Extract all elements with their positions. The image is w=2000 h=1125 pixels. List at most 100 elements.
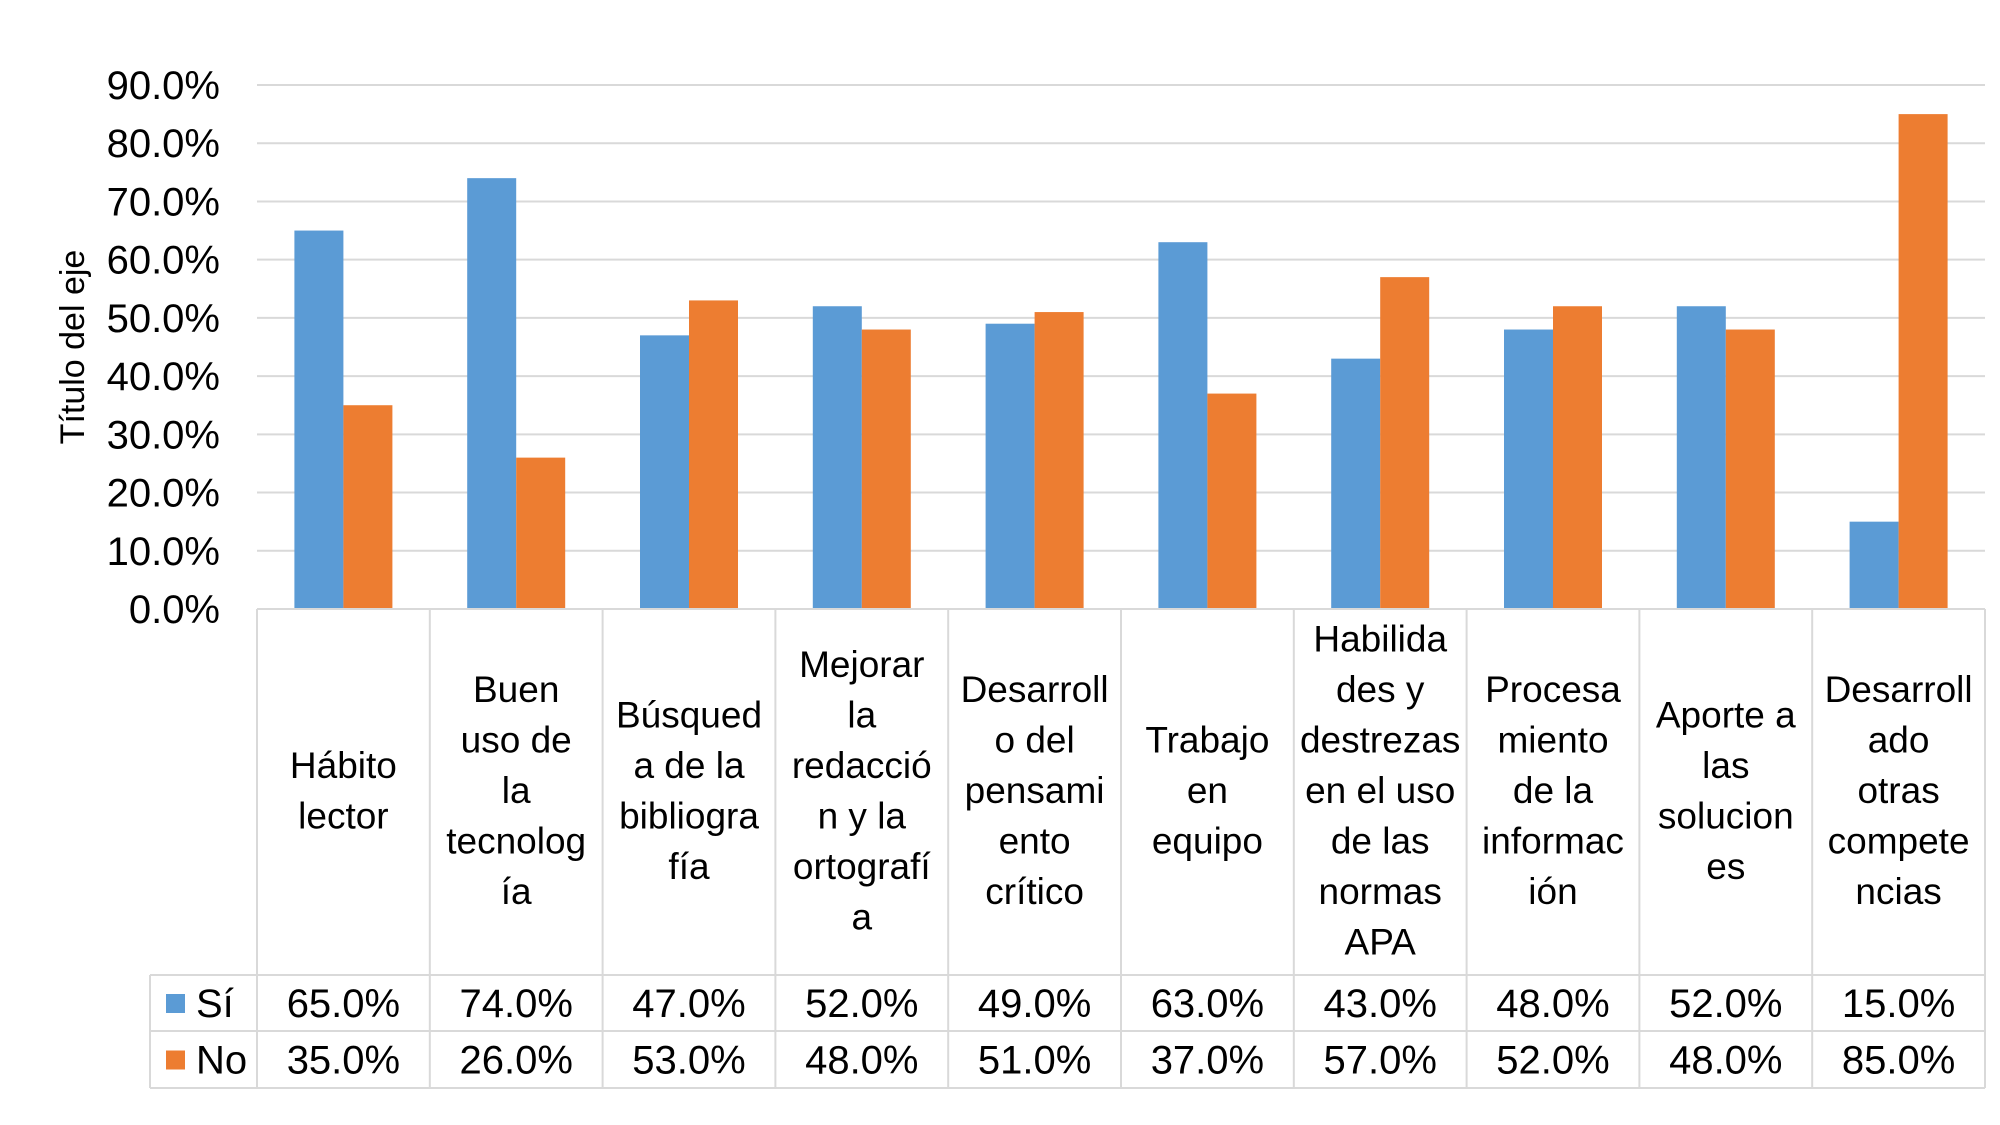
category-label: miento: [1497, 720, 1608, 761]
category-label: ión: [1528, 871, 1577, 912]
category-label: de las: [1331, 821, 1430, 862]
table-value-si: 48.0%: [1496, 982, 1609, 1026]
category-label: a: [852, 896, 873, 937]
bar-no: [1207, 393, 1257, 609]
bar-si: [640, 335, 689, 609]
table-value-si: 52.0%: [1669, 982, 1782, 1026]
table-value-si: 47.0%: [632, 982, 745, 1026]
category-label: es: [1706, 846, 1745, 887]
table-value-no: 51.0%: [978, 1039, 1091, 1083]
y-tick-label: 40.0%: [107, 355, 220, 399]
category-label: Desarroll: [1825, 669, 1973, 710]
category-label: Desarroll: [961, 669, 1109, 710]
y-tick-label: 60.0%: [107, 239, 220, 283]
bar-si: [294, 230, 344, 610]
category-label: ía: [501, 871, 532, 912]
category-label: compete: [1828, 821, 1970, 862]
category-label: Hábito: [290, 745, 397, 786]
category-label: Aporte a: [1656, 694, 1796, 735]
category-label: Buen: [473, 669, 559, 710]
y-tick-label: 20.0%: [107, 472, 220, 516]
table-value-no: 26.0%: [459, 1039, 572, 1083]
category-label: Búsqued: [616, 694, 762, 735]
category-label: en: [1187, 770, 1228, 811]
bar-si: [467, 178, 517, 609]
bar-si: [985, 323, 1035, 609]
category-label: a de la: [633, 745, 745, 786]
table-value-si: 63.0%: [1151, 982, 1264, 1026]
category-label: Procesa: [1485, 669, 1621, 710]
category-label: ortografí: [793, 846, 932, 887]
table-value-no: 48.0%: [805, 1039, 918, 1083]
legend-swatch-no: [166, 1050, 185, 1070]
bar-si: [1849, 521, 1899, 609]
legend-swatch-si: [166, 994, 185, 1013]
bar-si: [1676, 306, 1726, 609]
bar-no: [1380, 277, 1430, 609]
bar-no: [343, 405, 393, 609]
y-tick-label: 70.0%: [107, 180, 220, 224]
category-label: otras: [1857, 770, 1939, 811]
table-value-si: 52.0%: [805, 982, 918, 1026]
table-value-si: 74.0%: [459, 982, 572, 1026]
bar-si: [1504, 329, 1553, 609]
bar-no: [1034, 312, 1084, 609]
bar-no: [1725, 329, 1775, 609]
category-label: normas: [1319, 871, 1442, 912]
category-label: solucion: [1658, 795, 1794, 836]
legend-label-si: Sí: [196, 982, 234, 1026]
y-tick-label: 10.0%: [107, 530, 220, 574]
table-value-no: 48.0%: [1669, 1039, 1782, 1083]
category-label: pensami: [965, 770, 1105, 811]
category-label: la: [847, 694, 876, 735]
bar-no: [516, 457, 566, 609]
category-label: ncias: [1855, 871, 1941, 912]
category-label: bibliogra: [619, 795, 759, 836]
category-label: equipo: [1152, 821, 1263, 862]
category-label: la: [502, 770, 531, 811]
category-label: Trabajo: [1145, 720, 1269, 761]
legend-label-no: No: [196, 1039, 247, 1083]
y-tick-label: 0.0%: [129, 588, 220, 632]
category-label: crítico: [985, 871, 1084, 912]
table-value-no: 37.0%: [1151, 1039, 1264, 1083]
table-value-no: 52.0%: [1496, 1039, 1609, 1083]
table-value-no: 57.0%: [1323, 1039, 1436, 1083]
bar-si: [812, 306, 862, 609]
category-label: en el uso: [1305, 770, 1455, 811]
y-axis-title: Título del eje: [54, 250, 92, 445]
bar-si: [1158, 242, 1208, 609]
category-label: de la: [1513, 770, 1594, 811]
table-value-si: 49.0%: [978, 982, 1091, 1026]
category-label: o del: [994, 720, 1074, 761]
category-label: lector: [298, 795, 388, 836]
category-label: Habilida: [1313, 619, 1447, 660]
category-label: ado: [1868, 720, 1930, 761]
category-label: Mejorar: [799, 644, 924, 685]
y-tick-label: 30.0%: [107, 413, 220, 457]
category-label: n y la: [818, 795, 907, 836]
category-label: fía: [668, 846, 710, 887]
category-label: ento: [999, 821, 1071, 862]
table-value-si: 43.0%: [1323, 982, 1436, 1026]
y-tick-label: 90.0%: [107, 64, 220, 108]
category-label: informac: [1482, 821, 1624, 862]
category-label: tecnolog: [446, 821, 586, 862]
bar-no: [1553, 306, 1602, 609]
y-tick-label: 80.0%: [107, 122, 220, 166]
category-label: las: [1702, 745, 1749, 786]
category-label: des y: [1336, 669, 1425, 710]
table-value-no: 35.0%: [287, 1039, 400, 1083]
category-label: uso de: [461, 720, 572, 761]
table-value-si: 15.0%: [1842, 982, 1955, 1026]
category-label: destrezas: [1300, 720, 1460, 761]
bar-no: [861, 329, 911, 609]
category-label: APA: [1345, 922, 1417, 963]
category-label: redacció: [792, 745, 932, 786]
table-value-no: 85.0%: [1842, 1039, 1955, 1083]
bar-no: [689, 300, 738, 609]
bar-no: [1898, 114, 1948, 609]
y-tick-label: 50.0%: [107, 297, 220, 341]
